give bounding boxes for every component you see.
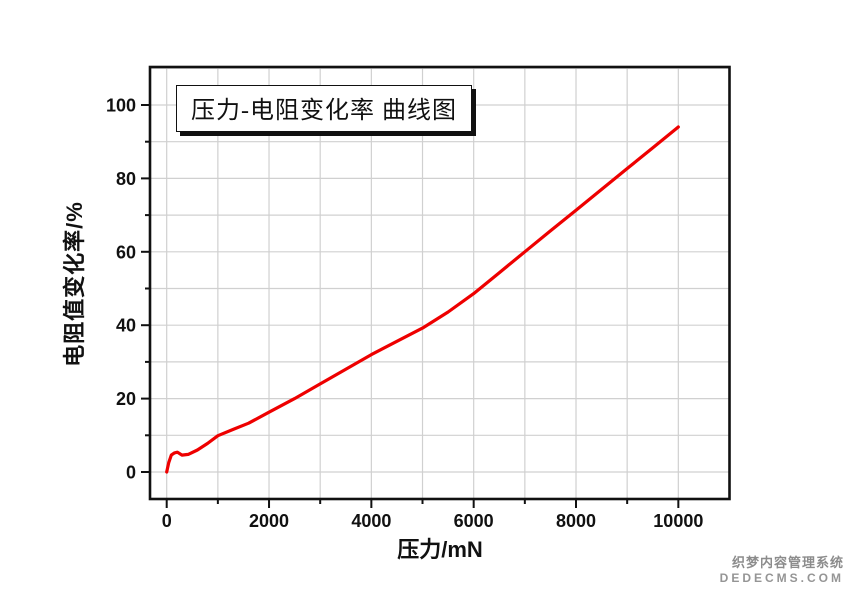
y-tick-label: 40 <box>116 316 136 336</box>
x-axis-label: 压力/mN <box>397 537 483 562</box>
x-tick-label: 0 <box>162 511 172 531</box>
chart-title: 压力-电阻变化率 曲线图 <box>191 98 457 124</box>
y-tick-label: 60 <box>116 242 136 262</box>
plot-frame <box>148 65 731 501</box>
y-axis-label: 电阻值变化率/% <box>62 201 87 367</box>
chart-title-box: 压力-电阻变化率 曲线图 <box>176 85 472 132</box>
y-tick-label: 0 <box>126 463 136 483</box>
watermark-line2: DEDECMS.COM <box>719 571 844 585</box>
y-tick-label: 80 <box>116 169 136 189</box>
x-tick-label: 6000 <box>454 511 494 531</box>
x-tick-label: 2000 <box>249 511 289 531</box>
y-tick-label: 20 <box>116 389 136 409</box>
tick-labels: 0 2000 4000 6000 8000 10000 0 20 40 60 80 100 <box>106 96 703 532</box>
y-tick-label: 100 <box>106 96 136 116</box>
watermark-line1: 织梦内容管理系统 <box>731 555 844 570</box>
x-tick-label: 8000 <box>556 511 596 531</box>
x-tick-label: 4000 <box>351 511 391 531</box>
axis-ticks <box>141 104 680 508</box>
watermark: 织梦内容管理系统 DEDECMS.COM <box>720 552 844 585</box>
x-tick-label: 10000 <box>653 511 703 531</box>
data-curve <box>165 125 680 474</box>
